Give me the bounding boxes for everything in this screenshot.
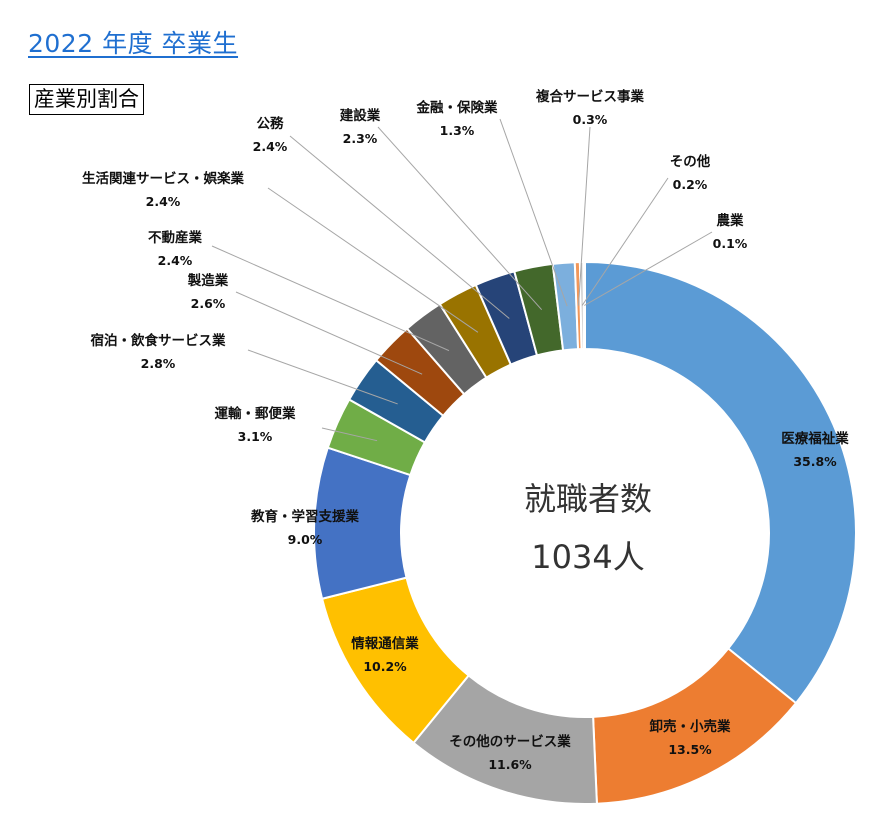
leader-line-5: [321, 427, 378, 442]
slice-group: [313, 260, 857, 805]
slice-pct-3: 10.2%: [363, 659, 407, 674]
label-group: 医療福祉業 35.8% 卸売・小売業 13.5% その他のサービス業 11.6% 情報通信業…: [82, 88, 849, 772]
slice-pct-12: 1.3%: [440, 123, 475, 138]
slice-label-3: 情報通信業: [351, 635, 419, 652]
slice-label-11: 建設業: [339, 107, 381, 124]
slice-pct-1: 13.5%: [668, 742, 712, 757]
slice-pct-2: 11.6%: [488, 757, 532, 772]
leader-line-9: [267, 187, 479, 333]
slice-label-6: 宿泊・飲食サービス業: [91, 332, 226, 349]
slice-pct-9: 2.4%: [146, 194, 181, 209]
leader-line-13: [578, 126, 591, 306]
page-title[interactable]: 2022 年度 卒業生: [28, 29, 239, 58]
slice-pct-4: 9.0%: [288, 532, 323, 547]
slice-label-10: 公務: [257, 115, 284, 132]
leader-line-10: [289, 135, 510, 319]
leader-line-14: [581, 177, 669, 306]
slice-pct-10: 2.4%: [253, 139, 288, 154]
slice-pct-11: 2.3%: [343, 131, 378, 146]
slice-label-12: 金融・保険業: [416, 99, 498, 116]
center-count: 1034人: [531, 538, 644, 576]
slice-label-15: 農業: [717, 212, 745, 229]
section-label: 産業別割合: [29, 84, 144, 115]
slice-label-8: 不動産業: [148, 229, 202, 246]
slice-pct-14: 0.2%: [673, 177, 708, 192]
slice-pct-6: 2.8%: [141, 356, 176, 371]
leader-line-group: [211, 118, 713, 442]
leader-line-12: [499, 118, 568, 307]
slice-15: [582, 260, 586, 351]
slice-0: [584, 260, 857, 705]
leader-line-7: [235, 291, 423, 375]
slice-label-5: 運輸・郵便業: [215, 405, 296, 422]
slice-pct-7: 2.6%: [191, 296, 226, 311]
slice-label-13: 複合サービス事業: [535, 88, 644, 105]
leader-line-8: [211, 245, 450, 352]
slice-label-9: 生活関連サービス・娯楽業: [82, 170, 244, 187]
slice-pct-8: 2.4%: [158, 253, 193, 268]
slice-pct-0: 35.8%: [793, 454, 837, 469]
slice-pct-5: 3.1%: [238, 429, 273, 444]
leader-line-15: [584, 231, 713, 306]
center-title: 就職者数: [524, 480, 652, 518]
leader-line-11: [377, 126, 543, 310]
slice-label-0: 医療福祉業: [781, 430, 849, 447]
slice-label-1: 卸売・小売業: [650, 718, 731, 735]
slice-label-14: その他: [670, 153, 711, 170]
slice-label-7: 製造業: [187, 272, 229, 289]
slice-pct-13: 0.3%: [573, 112, 608, 127]
leader-line-6: [247, 349, 398, 405]
slice-label-4: 教育・学習支援業: [251, 508, 359, 525]
slice-label-2: その他のサービス業: [449, 733, 571, 750]
slice-pct-15: 0.1%: [713, 236, 748, 251]
